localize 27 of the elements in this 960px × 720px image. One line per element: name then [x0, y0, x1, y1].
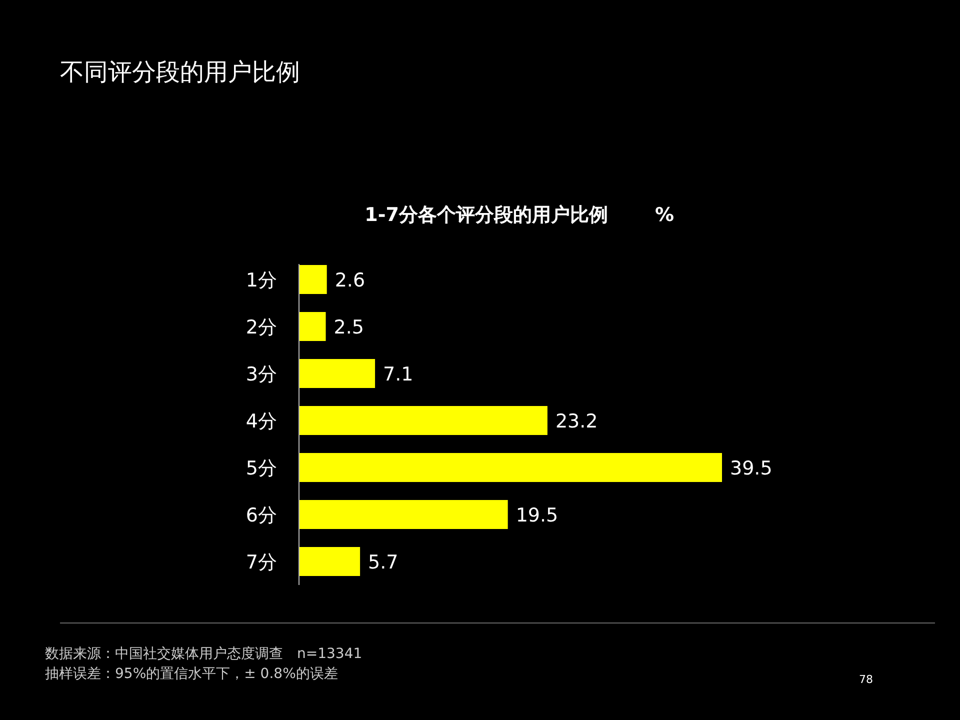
text: 78 — [859, 673, 873, 686]
bar — [299, 406, 548, 435]
bar — [299, 547, 360, 576]
data-label: 2.5 — [334, 316, 364, 338]
data-label: 39.5 — [730, 458, 772, 480]
chart-title: 不同评分段的用户比例 — [60, 58, 300, 86]
bar — [299, 453, 722, 482]
y-tick-label: 1分 — [246, 270, 277, 292]
y-tick-label: 4分 — [246, 410, 277, 432]
data-label: 23.2 — [555, 410, 598, 432]
data-label: 7.1 — [383, 364, 414, 386]
data-label: 19.5 — [516, 504, 558, 526]
bar — [299, 359, 376, 388]
bar — [299, 500, 508, 529]
y-tick-label: 5分 — [246, 458, 277, 480]
text: 抽样误差：95%的置信水平下，± 0.8%的误差 — [45, 666, 338, 682]
data-label: 5.7 — [368, 552, 398, 574]
y-tick-label: 7分 — [246, 552, 277, 574]
y-tick-label: 6分 — [246, 504, 277, 526]
source-note: 数据来源：中国社交媒体用户态度调查 n=13341 — [45, 646, 362, 662]
y-tick-label: 2分 — [246, 316, 277, 338]
bar — [299, 265, 327, 294]
data-label: 2.6 — [334, 270, 366, 292]
x-axis-title: % — [655, 204, 674, 226]
bar — [299, 312, 326, 341]
chart-subtitle: 1-7分各个评分段的用户比例 — [364, 204, 608, 226]
y-tick-label: 3分 — [246, 364, 277, 386]
